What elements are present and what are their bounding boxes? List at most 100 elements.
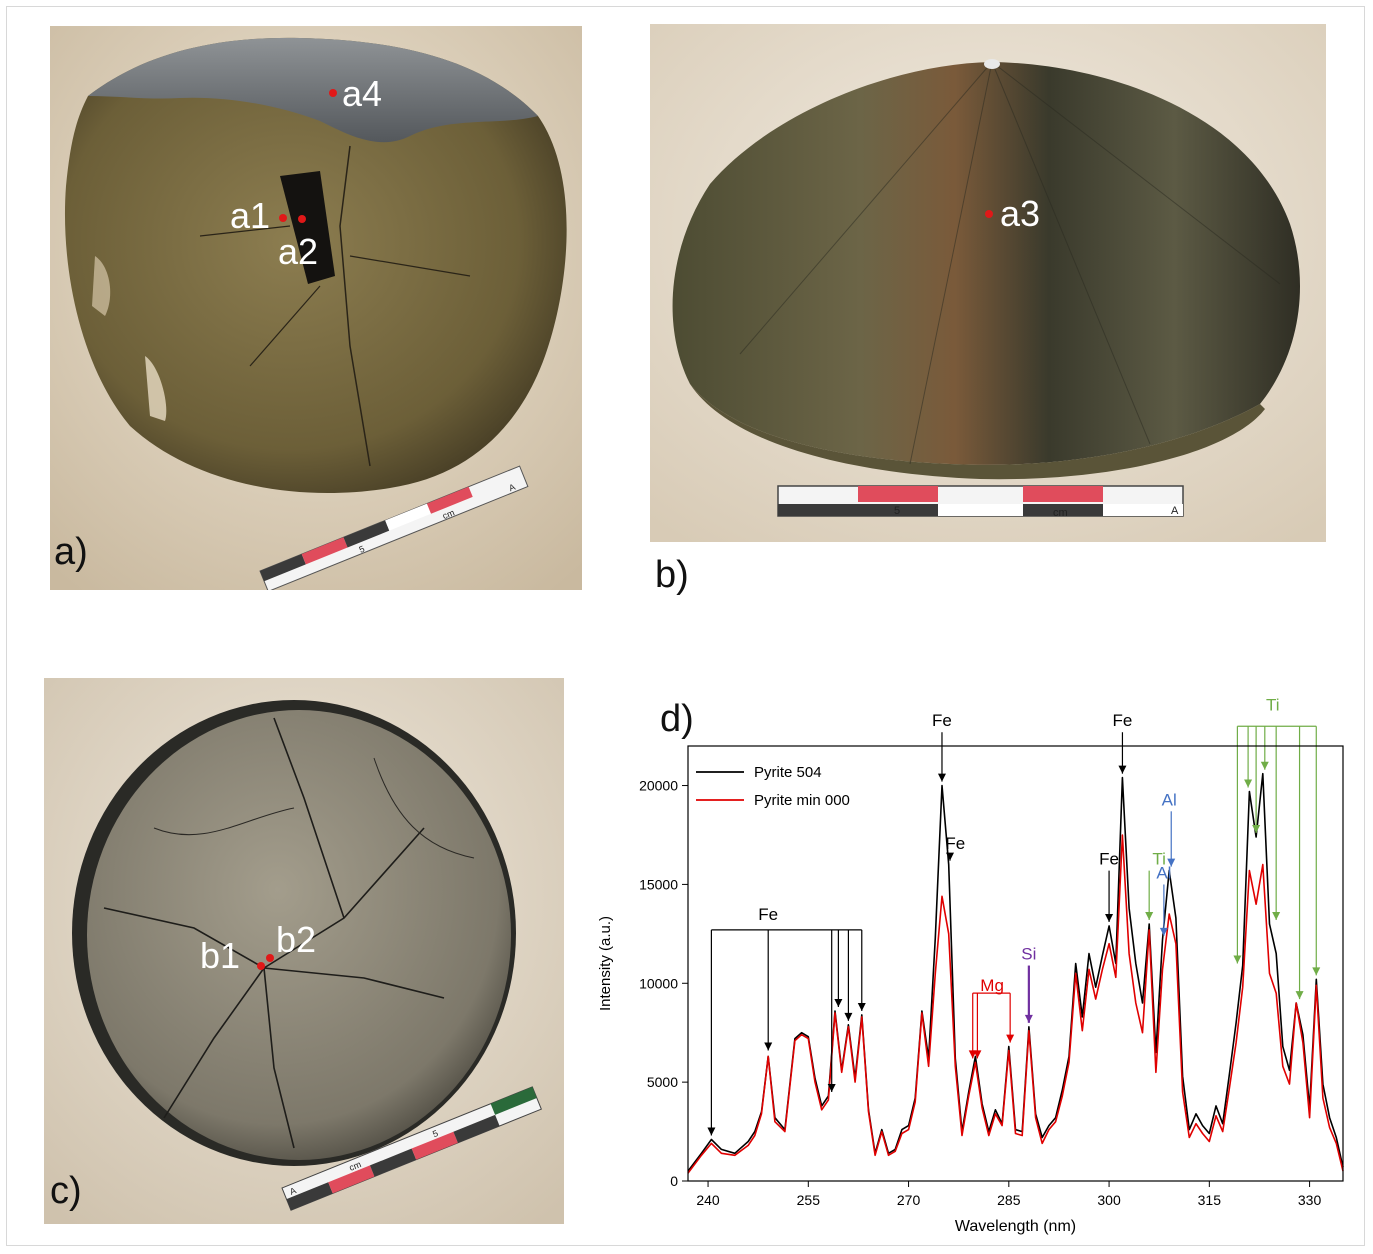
ruler-letter-b: A: [1171, 505, 1179, 517]
figure-frame: [6, 6, 1365, 1246]
annotation-label: Fe: [1099, 850, 1119, 869]
ruler-number-a: 5: [358, 544, 366, 555]
arrow-head: [1233, 955, 1242, 964]
panel-label-d: d): [660, 698, 694, 740]
ruler-unit-b: cm: [1053, 507, 1068, 519]
y-tick-label: 5000: [647, 1074, 678, 1090]
spot-a1-label: a1: [230, 195, 270, 236]
y-tick-label: 0: [670, 1173, 678, 1189]
spot-b2-marker: [266, 954, 274, 962]
spot-a1-marker: [279, 214, 287, 222]
annotation-fe: Fe: [945, 834, 965, 861]
annotation-label: Ti: [1266, 695, 1280, 714]
ruler-letter-a: A: [507, 482, 516, 494]
libs-spectrum-chart: Fe Fe Fe Fe Fe Mg Si Ti Al Al Ti 240 255 270 285 300 31…: [588, 690, 1358, 1240]
arrow-head: [1272, 912, 1281, 920]
annotation-label: Ti: [1152, 850, 1166, 869]
arrow-head: [1244, 779, 1253, 788]
ruler-number-b: 5: [894, 505, 900, 517]
x-tick-label: 285: [997, 1192, 1021, 1208]
annotation-label: Mg: [980, 976, 1004, 995]
x-tick-label: 255: [797, 1192, 821, 1208]
annotation-label: Fe: [758, 905, 778, 924]
ruler-unit-c: cm: [348, 1159, 363, 1173]
ruler-letter-c: A: [288, 1185, 297, 1197]
x-tick-label: 330: [1298, 1192, 1322, 1208]
ruler-number-c: 5: [431, 1128, 439, 1139]
arrow-head: [1006, 1034, 1015, 1043]
series-line-pyrite-min-000: [687, 834, 1344, 1174]
annotation-fe: Fe: [1099, 850, 1119, 922]
y-tick-label: 20000: [639, 778, 678, 794]
arrow-head: [1295, 991, 1304, 1000]
arrow-head: [973, 1050, 982, 1059]
arrow-head: [764, 1042, 773, 1051]
legend-label: Pyrite 504: [754, 764, 822, 781]
arrow-head: [1260, 761, 1269, 770]
spot-a3-marker: [985, 210, 993, 218]
arrow-head: [1312, 967, 1321, 976]
scale-ruler-b: 5 cm A: [777, 485, 1184, 519]
spot-a2-marker: [298, 215, 306, 223]
spot-a4-marker: [329, 89, 337, 97]
spot-b1-marker: [257, 962, 265, 970]
photo-b-conical-pyrite-mirror: 5 cm A a3: [650, 24, 1326, 542]
arrow-head: [1105, 913, 1114, 922]
annotation-ti: Ti: [1145, 850, 1166, 920]
annotation-label: Fe: [932, 711, 952, 730]
arrow-head: [1167, 858, 1176, 867]
x-tick-label: 300: [1097, 1192, 1121, 1208]
cavity-a: [280, 171, 335, 284]
ruler-unit-a: cm: [441, 507, 456, 521]
y-tick-label: 15000: [639, 876, 678, 892]
arrow-head: [844, 1012, 853, 1021]
annotation-label: Si: [1021, 945, 1036, 964]
x-axis-title: Wavelength (nm): [955, 1218, 1076, 1235]
arrow-head: [857, 1002, 866, 1011]
arrow-head: [1145, 912, 1154, 920]
plot-frame: [687, 745, 1344, 1182]
arrow-head: [1118, 765, 1127, 774]
annotation-label: Al: [1162, 790, 1177, 809]
spot-a4-label: a4: [342, 73, 382, 114]
annotation-fe: Fe: [1113, 711, 1133, 774]
scale-ruler-a: 5 cm A: [259, 465, 529, 590]
photo-c-pyrite-disc: A cm 5 b1 b2: [44, 678, 564, 1224]
annotation-label: Fe: [945, 834, 965, 853]
arrow-head: [946, 852, 954, 861]
spot-a2-label: a2: [278, 231, 318, 272]
annotation-al: Al: [1156, 863, 1171, 936]
spot-a3-label: a3: [1000, 193, 1040, 234]
panel-label-b: b): [655, 554, 689, 596]
arrow-head: [1024, 1014, 1033, 1023]
x-tick-label: 315: [1198, 1192, 1222, 1208]
spot-b1-label: b1: [200, 935, 240, 976]
annotation-fe: Fe: [707, 905, 866, 1136]
annotation-label: Fe: [1113, 711, 1133, 730]
x-tick-label: 240: [696, 1192, 720, 1208]
x-tick-label: 270: [897, 1192, 921, 1208]
annotation-label: Al: [1156, 863, 1171, 882]
spot-b2-label: b2: [276, 919, 316, 960]
cone-b-body: [672, 62, 1300, 465]
panel-label-a: a): [54, 531, 88, 573]
annotation-si: Si: [1021, 945, 1036, 1023]
arrow-head: [834, 999, 843, 1007]
legend-label: Pyrite min 000: [754, 792, 850, 809]
panel-label-c: c): [50, 1170, 82, 1212]
annotation-al: Al: [1162, 790, 1177, 867]
photo-a-sliced-pyrite-nodule: 5 cm A a4 a1 a2: [50, 26, 582, 590]
arrow-head: [937, 773, 946, 782]
series-line-pyrite-504: [687, 772, 1344, 1172]
arrow-head: [827, 1084, 836, 1093]
disc-c-face: [87, 710, 511, 1160]
arrow-head: [707, 1127, 716, 1136]
nodule-a-rind: [88, 37, 538, 143]
arrow-head: [1252, 825, 1261, 833]
annotation-ti: Ti: [1233, 695, 1321, 1000]
annotation-fe: Fe: [932, 711, 952, 782]
scale-ruler-c: A cm 5: [281, 1086, 542, 1211]
y-axis-title: Intensity (a.u.): [597, 916, 614, 1011]
y-tick-label: 10000: [639, 975, 678, 991]
